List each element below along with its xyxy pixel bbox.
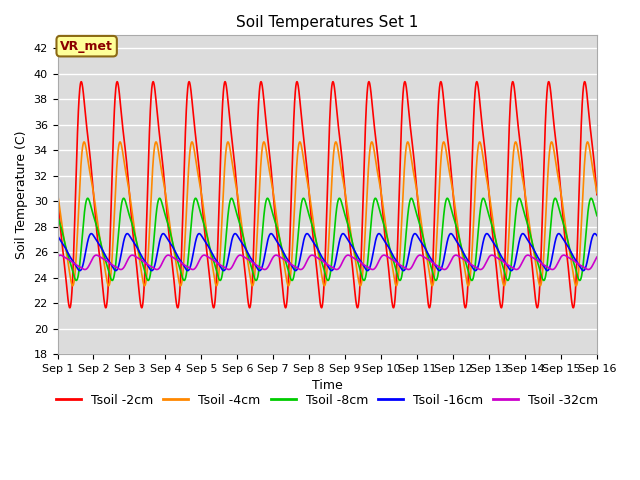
Text: VR_met: VR_met	[60, 40, 113, 53]
Title: Soil Temperatures Set 1: Soil Temperatures Set 1	[236, 15, 419, 30]
X-axis label: Time: Time	[312, 379, 342, 393]
Y-axis label: Soil Temperature (C): Soil Temperature (C)	[15, 131, 28, 259]
Legend: Tsoil -2cm, Tsoil -4cm, Tsoil -8cm, Tsoil -16cm, Tsoil -32cm: Tsoil -2cm, Tsoil -4cm, Tsoil -8cm, Tsoi…	[51, 389, 604, 412]
